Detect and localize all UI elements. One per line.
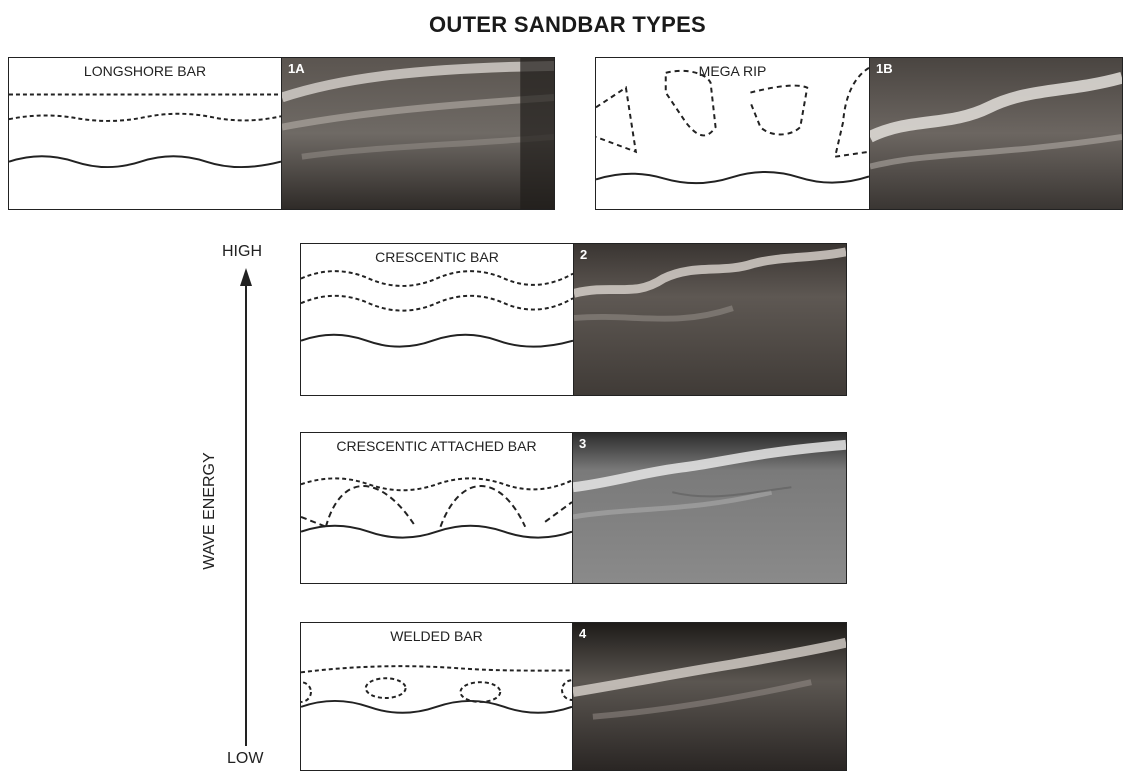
photo-mega-rip: 1B xyxy=(870,58,1122,209)
sketch-longshore-bar: LONGSHORE BAR xyxy=(9,58,282,209)
panel-label: WELDED BAR xyxy=(390,628,483,644)
panel-label: LONGSHORE BAR xyxy=(83,63,207,79)
panel-label: CRESCENTIC ATTACHED BAR xyxy=(336,438,537,454)
panel-crescentic-attached-bar: CRESCENTIC ATTACHED BAR 3 xyxy=(300,432,847,584)
arrow-up-icon xyxy=(240,268,252,746)
photo-longshore-bar: 1A xyxy=(282,58,554,209)
axis-title: WAVE ENERGY xyxy=(201,452,218,570)
welded-bar-diagram xyxy=(301,665,572,714)
longshore-bar-diagram xyxy=(9,93,281,168)
axis-high-label: HIGH xyxy=(222,243,262,260)
panel-welded-bar: WELDED BAR 4 xyxy=(300,622,847,771)
mega-rip-diagram xyxy=(596,67,869,185)
crescentic-bar-diagram xyxy=(301,270,573,348)
sketch-crescentic-bar: CRESCENTIC BAR xyxy=(301,244,574,395)
sketch-mega-rip: MEGA RIP xyxy=(596,58,870,209)
crescentic-attached-bar-diagram xyxy=(301,477,572,539)
panel-crescentic-bar: CRESCENTIC BAR 2 xyxy=(300,243,847,396)
panel-id: 1B xyxy=(876,61,893,76)
panel-label: MEGA RIP xyxy=(698,63,767,79)
photo-crescentic-bar: 2 xyxy=(574,244,846,395)
panel-id: 3 xyxy=(579,436,587,451)
panel-id: 4 xyxy=(579,626,587,641)
panel-longshore-bar: LONGSHORE BAR 1A xyxy=(8,57,555,210)
panel-id: 1A xyxy=(288,61,305,76)
panel-label: CRESCENTIC BAR xyxy=(375,249,499,265)
figure-title: OUTER SANDBAR TYPES xyxy=(428,12,707,37)
photo-crescentic-attached-bar: 3 xyxy=(573,433,846,583)
axis-low-label: LOW xyxy=(227,750,264,767)
panel-mega-rip: MEGA RIP 1B xyxy=(595,57,1123,210)
sketch-welded-bar: WELDED BAR xyxy=(301,623,573,770)
panel-id: 2 xyxy=(580,247,588,262)
photo-welded-bar: 4 xyxy=(573,623,846,770)
sketch-crescentic-attached-bar: CRESCENTIC ATTACHED BAR xyxy=(301,433,573,583)
